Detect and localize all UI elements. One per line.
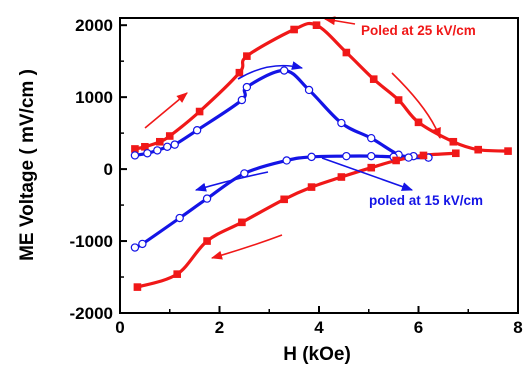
series-1-point	[474, 145, 482, 154]
series-4-point	[367, 163, 376, 172]
series-1-point	[195, 107, 204, 116]
series-2-point	[242, 82, 252, 92]
series-2-point	[192, 126, 202, 135]
series-4-point	[133, 283, 142, 291]
series-1-point	[342, 48, 351, 57]
direction-arrows	[144, 16, 441, 260]
series-1-point	[394, 96, 403, 104]
series-3-point	[282, 156, 291, 165]
series-2-point	[153, 146, 162, 155]
series-1-point	[414, 118, 423, 127]
y-tick-label: -2000	[70, 304, 113, 323]
series-4-point	[173, 270, 182, 278]
series-1-point	[156, 137, 164, 146]
x-axis-title: H (kOe)	[283, 344, 351, 365]
y-tick-label: 0	[104, 160, 113, 179]
annotation-poled-25: Poled at 25 kV/cm	[361, 23, 476, 38]
blue-arrow-return	[194, 171, 269, 192]
series-3-point	[130, 243, 140, 252]
x-tick-label: 8	[513, 318, 522, 337]
series-2-point	[237, 95, 247, 105]
series-4-point	[337, 173, 346, 181]
x-tick-label: 4	[314, 318, 324, 337]
series-1-point	[312, 21, 321, 29]
series-2-curve	[133, 68, 430, 160]
series-3-point	[307, 152, 316, 162]
red-arrow-rising	[144, 92, 188, 129]
series-1-point	[449, 137, 458, 146]
series-1-point	[290, 25, 298, 34]
blue-arrow-rising	[237, 61, 304, 80]
series-3-point	[404, 153, 413, 162]
series-2-point	[367, 133, 376, 143]
series-1-curve	[133, 21, 510, 153]
blue-arrow-to-label	[321, 157, 414, 191]
data-points	[130, 21, 512, 291]
series-3-point	[138, 239, 147, 249]
y-tick-label: 1000	[75, 88, 113, 107]
annotation-poled-15: poled at 15 kV/cm	[369, 193, 483, 208]
series-2-point	[143, 149, 152, 158]
series-4-point	[452, 149, 460, 158]
series-4-point	[280, 195, 288, 204]
axes-ticks: 0 2 4 6 8 -2000 -1000 0 1000 2000	[70, 16, 523, 337]
series-3-point	[175, 213, 184, 223]
x-tick-label: 6	[414, 318, 423, 337]
series-2-point	[279, 66, 289, 75]
y-tick-label: 2000	[75, 16, 113, 35]
series-4-point	[238, 218, 246, 227]
y-tick-label: -1000	[70, 232, 113, 251]
series-2-point	[337, 118, 346, 128]
series-1-point	[504, 147, 512, 155]
series-3-point	[202, 194, 212, 203]
series-4-point	[307, 183, 316, 191]
red-arrow-to-label	[323, 16, 356, 26]
series-3-point	[367, 151, 376, 161]
series-4-point	[203, 237, 211, 245]
red-arrow-falling	[391, 72, 441, 140]
series-2-point	[163, 142, 172, 151]
series-4-point	[419, 151, 428, 160]
series-1-point	[131, 145, 139, 153]
y-axis-title: ME Voltage ( mV/cm )	[17, 69, 38, 261]
series-4-point	[392, 156, 400, 165]
x-tick-label: 2	[215, 318, 224, 337]
series-1-point	[165, 132, 174, 140]
series-3-point	[342, 151, 351, 161]
red-arrow-return	[210, 234, 283, 260]
plot-frame	[119, 17, 519, 314]
series-4-curve	[135, 151, 458, 289]
series-1-point	[369, 75, 378, 83]
series-1-point	[141, 142, 149, 151]
series-2-point	[170, 140, 179, 149]
series-1-point	[243, 52, 251, 60]
series-2-point	[304, 85, 314, 95]
x-tick-label: 0	[115, 318, 124, 337]
series-1-point	[235, 68, 244, 77]
series-2-point	[130, 151, 140, 160]
